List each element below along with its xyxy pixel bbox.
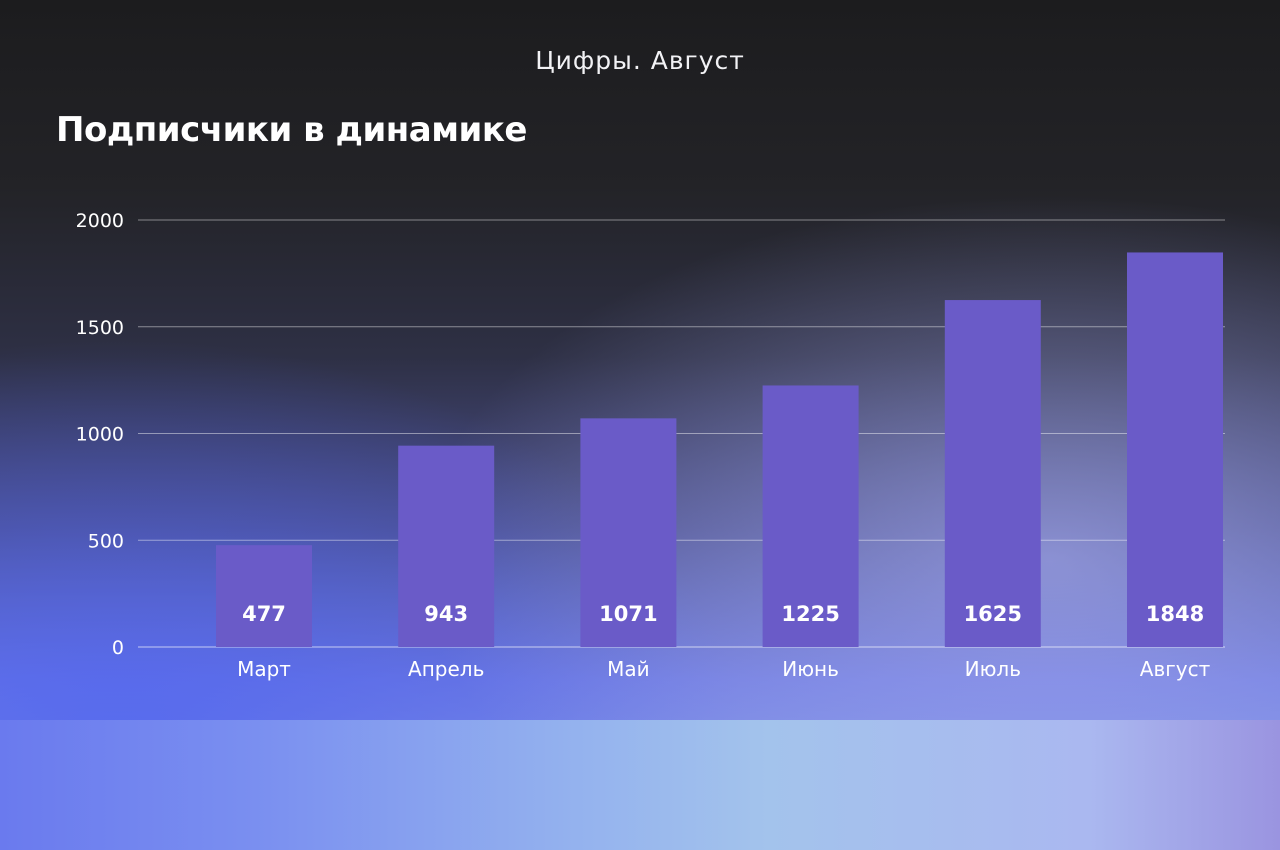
page-title: Подписчики в динамике: [56, 110, 527, 150]
bottom-gradient-band: [0, 720, 1280, 850]
bar-value-label: 1071: [599, 602, 657, 626]
label-layer: 477 Март 943 Апрель 1071 Май 1225 Июнь 1625 Июль 1…: [237, 602, 1211, 681]
x-tick-label: Август: [1140, 657, 1211, 681]
page-subtitle: Цифры. Август: [535, 46, 745, 75]
y-tick-label: 1500: [76, 317, 124, 339]
x-tick-label: Апрель: [408, 657, 484, 681]
bar: [216, 545, 312, 647]
bar-value-label: 1625: [964, 602, 1022, 626]
grid-layer: 0 500 1000 1500 2000: [76, 210, 1225, 659]
bar-value-label: 1848: [1146, 602, 1204, 626]
bar: [1127, 252, 1223, 647]
x-tick-label: Июнь: [782, 657, 839, 681]
bar-layer: [216, 252, 1223, 647]
y-tick-label: 2000: [76, 210, 124, 232]
y-tick-label: 0: [112, 637, 124, 659]
bar-value-label: 1225: [781, 602, 839, 626]
bar: [398, 445, 495, 647]
bar: [762, 385, 859, 647]
y-tick-label: 1000: [76, 424, 124, 446]
bar: [944, 300, 1041, 647]
bar-value-label: 477: [242, 602, 286, 626]
bar-value-label: 943: [424, 602, 468, 626]
x-tick-label: Май: [607, 657, 650, 681]
x-tick-label: Март: [237, 657, 291, 681]
x-tick-label: Июль: [965, 657, 1021, 681]
y-tick-label: 500: [88, 530, 124, 552]
bar: [580, 418, 677, 647]
